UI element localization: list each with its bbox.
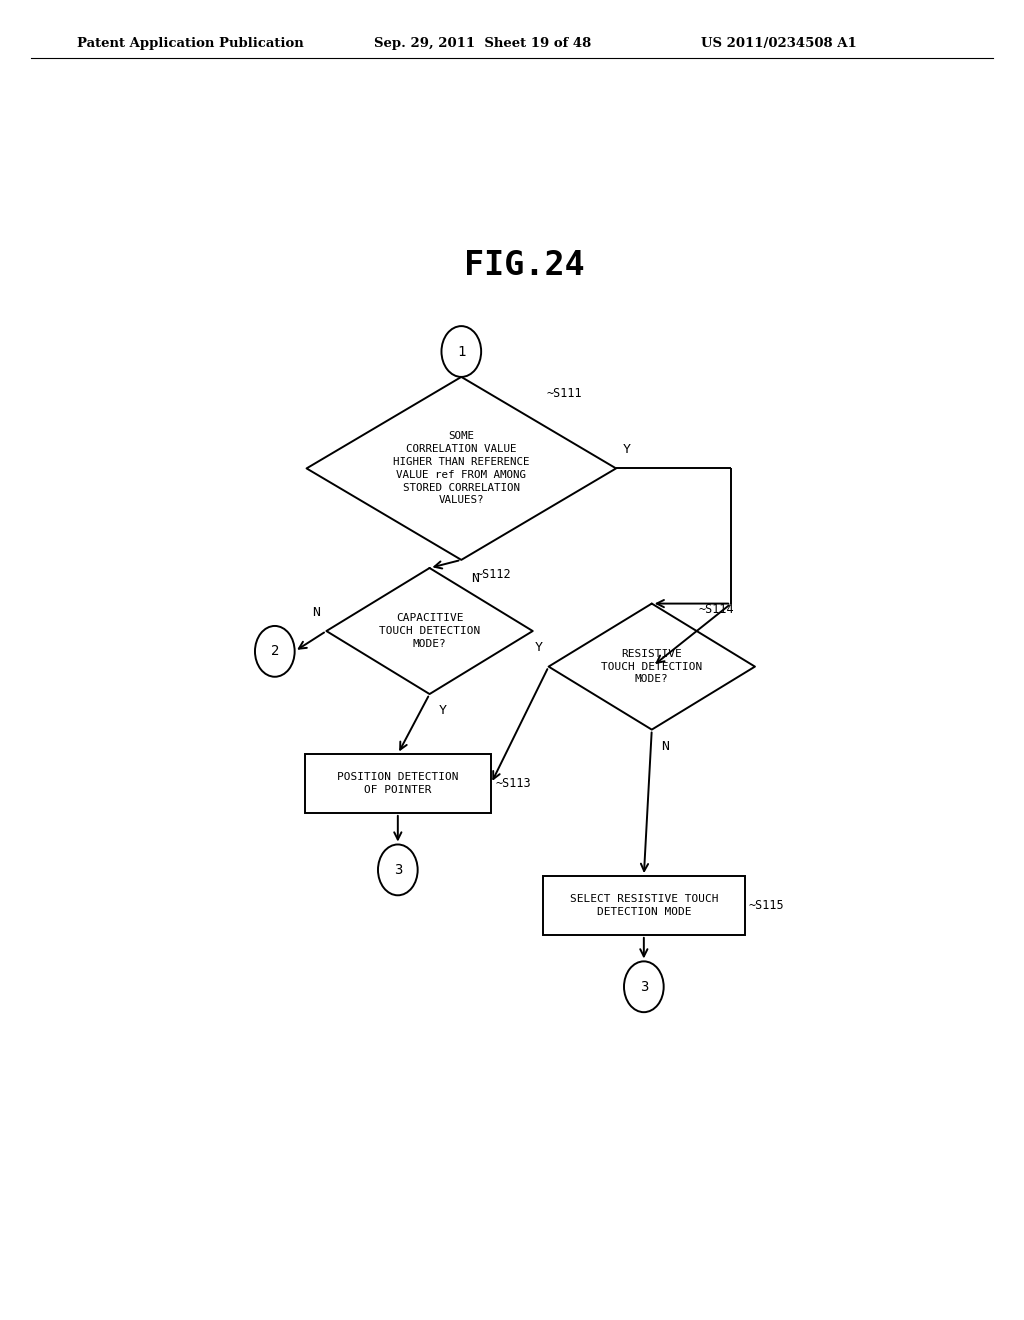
- Text: Y: Y: [623, 444, 631, 457]
- Text: N: N: [471, 572, 479, 585]
- Text: Patent Application Publication: Patent Application Publication: [77, 37, 303, 50]
- Bar: [543, 876, 745, 935]
- Text: ~S115: ~S115: [749, 899, 784, 912]
- Text: N: N: [312, 606, 321, 619]
- Text: ~S113: ~S113: [495, 777, 530, 789]
- Text: 1: 1: [457, 345, 466, 359]
- Text: SELECT RESISTIVE TOUCH
DETECTION MODE: SELECT RESISTIVE TOUCH DETECTION MODE: [569, 894, 718, 917]
- Text: POSITION DETECTION
OF POINTER: POSITION DETECTION OF POINTER: [337, 772, 459, 795]
- Text: CAPACITIVE
TOUCH DETECTION
MODE?: CAPACITIVE TOUCH DETECTION MODE?: [379, 614, 480, 649]
- Text: Sep. 29, 2011  Sheet 19 of 48: Sep. 29, 2011 Sheet 19 of 48: [374, 37, 591, 50]
- Text: 3: 3: [393, 863, 402, 876]
- Text: 2: 2: [270, 644, 279, 659]
- Text: ~S111: ~S111: [547, 387, 582, 400]
- Text: ~S112: ~S112: [476, 568, 512, 581]
- Text: ~S114: ~S114: [698, 603, 734, 616]
- Text: Y: Y: [439, 704, 447, 717]
- Text: 3: 3: [640, 979, 648, 994]
- Text: US 2011/0234508 A1: US 2011/0234508 A1: [701, 37, 857, 50]
- Text: FIG.24: FIG.24: [465, 248, 585, 281]
- Text: SOME
CORRELATION VALUE
HIGHER THAN REFERENCE
VALUE ref FROM AMONG
STORED CORRELA: SOME CORRELATION VALUE HIGHER THAN REFER…: [393, 432, 529, 506]
- Text: N: N: [662, 739, 670, 752]
- Text: RESISTIVE
TOUCH DETECTION
MODE?: RESISTIVE TOUCH DETECTION MODE?: [601, 649, 702, 684]
- Text: Y: Y: [535, 642, 543, 655]
- Bar: [304, 754, 492, 813]
